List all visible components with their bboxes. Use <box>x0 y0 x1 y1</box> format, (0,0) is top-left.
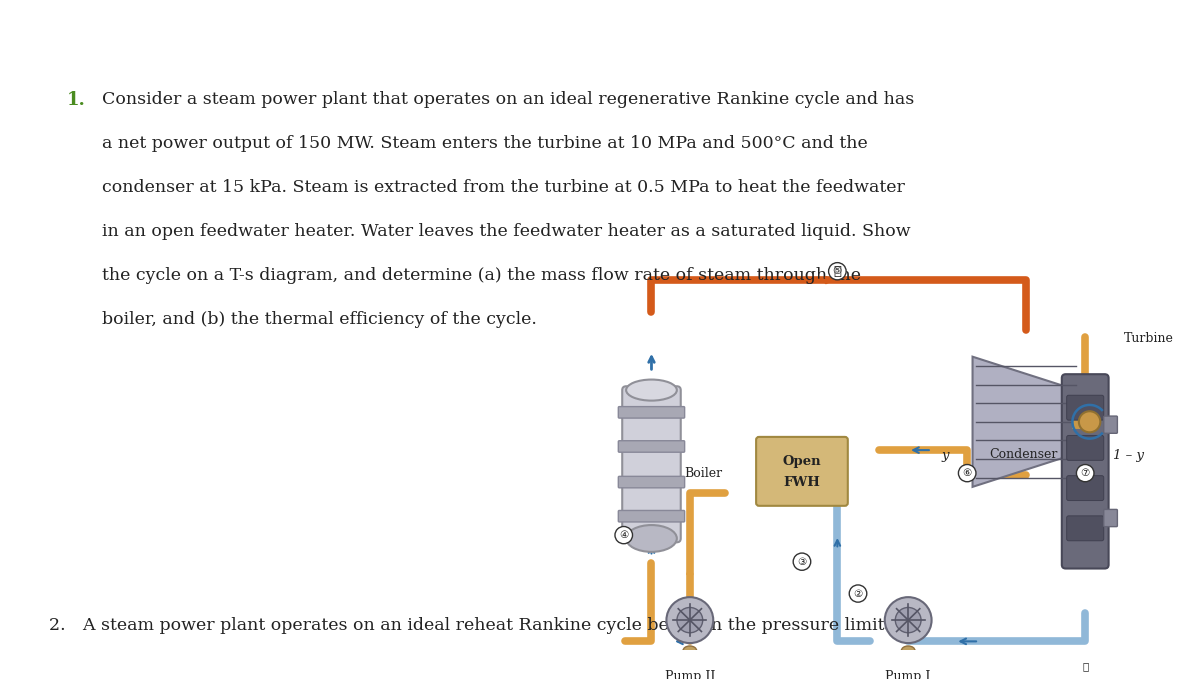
FancyBboxPatch shape <box>618 441 685 452</box>
Circle shape <box>829 263 847 280</box>
Text: 2. A steam power plant operates on an ideal reheat Rankine cycle between the pre: 2. A steam power plant operates on an id… <box>48 617 894 634</box>
Text: ③: ③ <box>797 557 806 567</box>
Circle shape <box>1076 657 1094 675</box>
Text: ⑦: ⑦ <box>1081 468 1089 478</box>
Circle shape <box>677 608 703 633</box>
FancyBboxPatch shape <box>618 511 685 522</box>
FancyBboxPatch shape <box>1067 476 1104 500</box>
FancyBboxPatch shape <box>1067 395 1104 420</box>
Circle shape <box>666 597 713 643</box>
Text: ⓪: ⓪ <box>1082 661 1088 671</box>
Circle shape <box>884 597 931 643</box>
Circle shape <box>1076 464 1094 481</box>
Text: Pump II: Pump II <box>665 670 714 679</box>
Text: condenser at 15 kPa. Steam is extracted from the turbine at 0.5 MPa to heat the : condenser at 15 kPa. Steam is extracted … <box>103 179 905 196</box>
Ellipse shape <box>626 525 677 552</box>
Text: a net power output of 150 MW. Steam enters the turbine at 10 MPa and 500°C and t: a net power output of 150 MW. Steam ente… <box>103 135 868 152</box>
FancyBboxPatch shape <box>618 407 685 418</box>
FancyBboxPatch shape <box>1067 516 1104 540</box>
Text: ④: ④ <box>619 530 628 540</box>
Text: the cycle on a T-s diagram, and determine (a) the mass flow rate of steam throug: the cycle on a T-s diagram, and determin… <box>103 267 862 284</box>
Circle shape <box>615 526 632 544</box>
FancyBboxPatch shape <box>1104 416 1118 433</box>
Text: ⑤: ⑤ <box>834 265 842 278</box>
Polygon shape <box>973 356 1080 487</box>
Text: Open: Open <box>783 456 822 469</box>
FancyBboxPatch shape <box>756 437 848 506</box>
FancyBboxPatch shape <box>1062 374 1108 568</box>
FancyBboxPatch shape <box>1067 435 1104 460</box>
Ellipse shape <box>902 646 915 655</box>
Ellipse shape <box>626 380 677 401</box>
Text: y: y <box>942 449 949 462</box>
Text: 1.: 1. <box>66 91 85 109</box>
FancyBboxPatch shape <box>618 477 685 488</box>
Circle shape <box>1079 411 1100 433</box>
Text: Turbine: Turbine <box>1124 332 1173 345</box>
Text: Pump I: Pump I <box>885 670 931 679</box>
FancyBboxPatch shape <box>1104 509 1118 527</box>
Text: ⑤: ⑤ <box>832 266 842 276</box>
Text: ②: ② <box>854 589 863 599</box>
FancyBboxPatch shape <box>623 386 680 543</box>
Text: FWH: FWH <box>784 477 821 490</box>
Text: boiler, and (b) the thermal efficiency of the cycle.: boiler, and (b) the thermal efficiency o… <box>103 311 538 328</box>
Text: ⑥: ⑥ <box>962 468 971 478</box>
Ellipse shape <box>683 646 697 655</box>
Circle shape <box>849 585 867 602</box>
Text: Boiler: Boiler <box>685 467 723 480</box>
Circle shape <box>895 608 921 633</box>
Text: 1 – y: 1 – y <box>1113 449 1144 462</box>
Circle shape <box>793 553 811 570</box>
Text: in an open feedwater heater. Water leaves the feedwater heater as a saturated li: in an open feedwater heater. Water leave… <box>103 223 911 240</box>
Text: Consider a steam power plant that operates on an ideal regenerative Rankine cycl: Consider a steam power plant that operat… <box>103 91 915 108</box>
Text: Condenser: Condenser <box>989 447 1058 460</box>
Circle shape <box>959 464 976 481</box>
